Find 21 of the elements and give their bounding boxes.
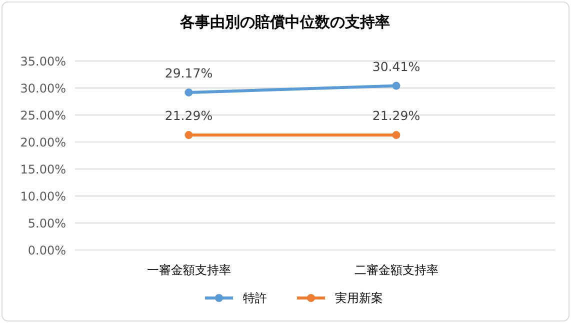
chart-title: 各事由別の賠償中位数の支持率 xyxy=(179,13,390,31)
data-label: 21.29% xyxy=(164,108,213,124)
y-tick-label: 20.00% xyxy=(20,136,66,150)
y-tick-label: 0.00% xyxy=(28,244,66,258)
point xyxy=(184,88,193,96)
y-tick-label: 25.00% xyxy=(20,108,66,122)
y-tick-label: 30.00% xyxy=(20,82,66,96)
y-tick-label: 35.00% xyxy=(20,54,66,68)
point xyxy=(184,131,193,140)
y-tick-label: 10.00% xyxy=(20,190,66,204)
data-label: 30.41% xyxy=(372,58,420,74)
data-label: 29.17% xyxy=(164,65,213,80)
data-label: 21.29% xyxy=(372,108,420,124)
legend-label: 特許 xyxy=(243,291,267,305)
y-tick-label: 15.00% xyxy=(20,162,66,176)
x-tick-label: 一審金額支持率 xyxy=(146,263,231,277)
legend-label: 実用新案 xyxy=(335,291,383,305)
point xyxy=(392,131,400,140)
point xyxy=(392,82,400,90)
x-tick-label: 二審金額支持率 xyxy=(354,263,438,277)
y-tick-label: 5.00% xyxy=(28,216,66,230)
